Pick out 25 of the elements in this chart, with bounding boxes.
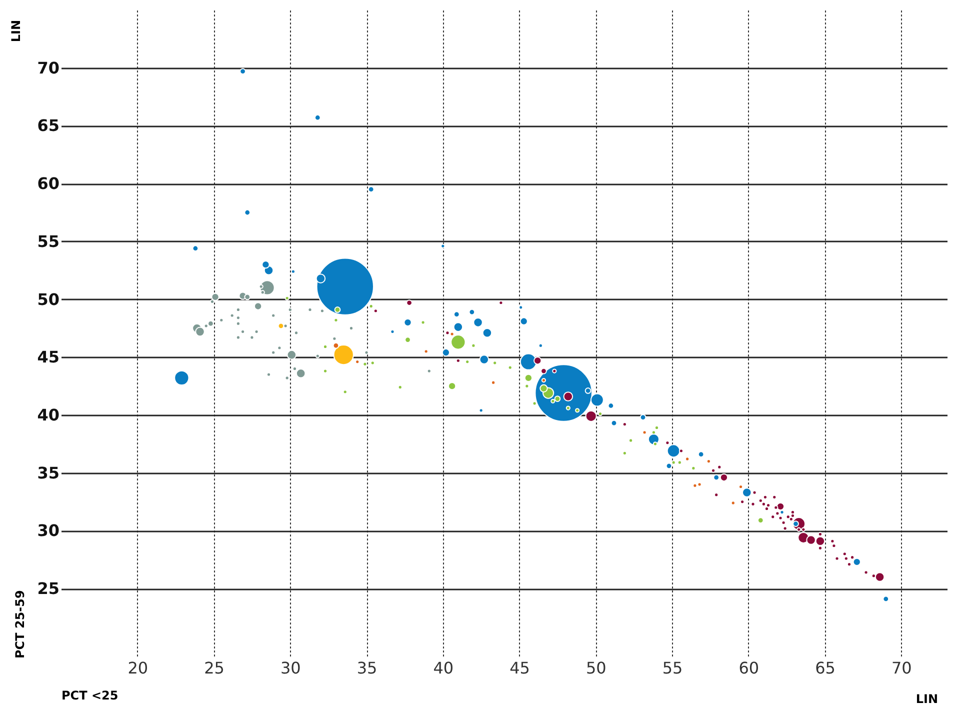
- x-tick-label: 60: [738, 658, 760, 678]
- y-tick-label: 45: [37, 348, 60, 367]
- y-tick-label: 60: [37, 174, 60, 194]
- x-tick-label: 25: [204, 658, 224, 678]
- x-tick-label: 20: [128, 658, 148, 678]
- x-tick-label: 65: [815, 658, 836, 678]
- y-tick-label: 25: [37, 579, 60, 598]
- x-tick-label: 30: [280, 658, 301, 678]
- x-tick-label: 45: [510, 658, 530, 678]
- y-tick-label: 55: [37, 232, 60, 251]
- x-tick-label: 55: [662, 658, 683, 678]
- y-tick-label: 65: [37, 116, 60, 136]
- y-tick-label: 35: [37, 463, 60, 482]
- y-tick-label: 30: [37, 521, 60, 540]
- x-axis-title: PCT <25: [62, 688, 118, 702]
- y-axis-title: PCT 25-59: [13, 590, 28, 658]
- x-tick-label: 70: [891, 658, 912, 678]
- x-tick-label: 35: [356, 658, 378, 678]
- text: LIN: [9, 20, 23, 42]
- y-tick-label: 40: [37, 406, 60, 424]
- x-tick-label: 40: [433, 658, 454, 678]
- text: LIN: [916, 692, 938, 706]
- y-tick-label: 50: [37, 290, 60, 309]
- y-tick-label: 70: [37, 58, 60, 78]
- x-tick-label: 50: [586, 658, 606, 678]
